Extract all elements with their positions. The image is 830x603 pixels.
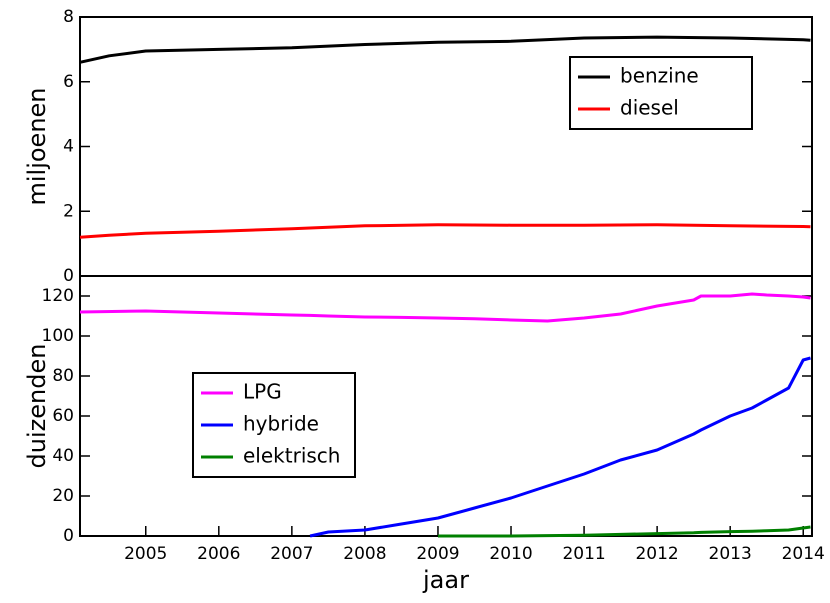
series-line: [438, 525, 811, 538]
y-tick-label: 60: [52, 406, 74, 426]
y-tick-label: 0: [63, 266, 74, 286]
x-tick-label: 2014: [782, 544, 825, 564]
y-tick-label: 120: [42, 286, 74, 306]
x-tick-label: 2009: [416, 544, 459, 564]
y-axis-label: duizenden: [23, 344, 51, 469]
legend-label: hybride: [243, 412, 319, 436]
y-tick-label: 80: [52, 366, 74, 386]
y-tick-label: 4: [63, 137, 74, 157]
y-tick-label: 40: [52, 446, 74, 466]
x-tick-label: 2006: [197, 544, 240, 564]
x-tick-label: 2010: [489, 544, 532, 564]
legend-label: elektrisch: [243, 444, 340, 468]
y-tick-label: 8: [63, 7, 74, 27]
series-line: [309, 356, 811, 538]
x-axis-label: jaar: [422, 566, 469, 594]
legend-label: diesel: [620, 96, 679, 120]
x-tick-label: 2007: [270, 544, 313, 564]
y-tick-label: 6: [63, 72, 74, 92]
y-tick-label: 100: [42, 326, 74, 346]
legend-box: [569, 56, 753, 130]
plot-frame: [79, 16, 813, 277]
y-tick-label: 2: [63, 201, 74, 221]
y-tick-label: 0: [63, 526, 74, 546]
y-axis-label: miljoenen: [23, 87, 51, 205]
y-tick-label: 20: [52, 486, 74, 506]
plot-frame: [79, 275, 813, 537]
x-tick-label: 2008: [343, 544, 386, 564]
x-tick-label: 2005: [124, 544, 167, 564]
x-tick-label: 2013: [709, 544, 752, 564]
series-line: [79, 223, 811, 239]
series-line: [79, 35, 811, 64]
series-line: [79, 292, 811, 323]
x-tick-label: 2012: [635, 544, 678, 564]
legend-label: LPG: [243, 380, 282, 404]
legend-label: benzine: [620, 64, 699, 88]
x-tick-label: 2011: [562, 544, 605, 564]
